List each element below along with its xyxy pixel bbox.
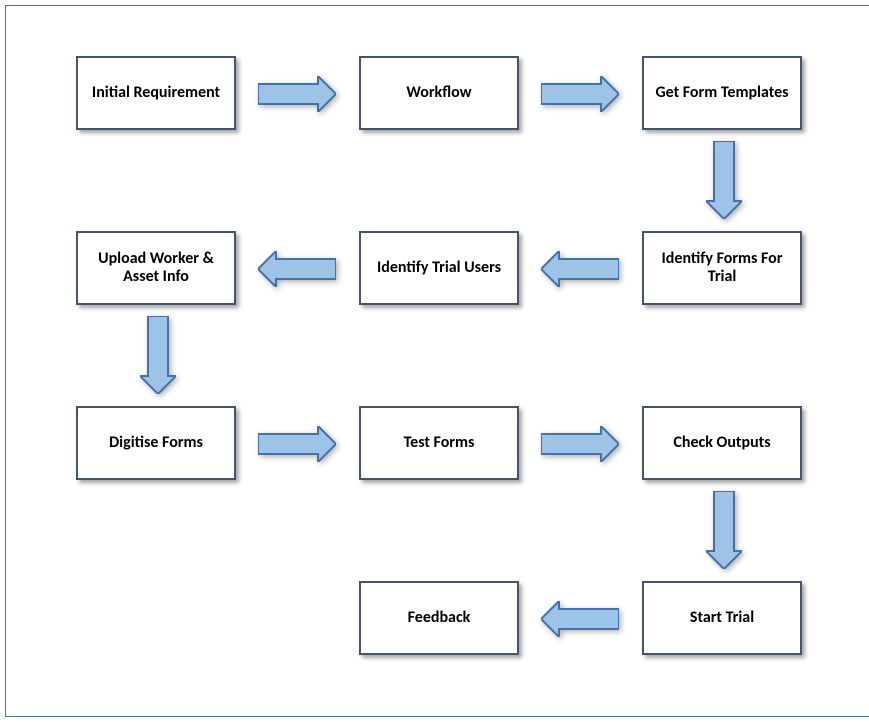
flowchart-canvas: Initial Requirement Workflow Get Form Temp…	[5, 5, 869, 717]
node-label: Check Outputs	[673, 434, 770, 452]
node-testforms: Test Forms	[359, 406, 519, 480]
arrow-testforms-to-checkout	[541, 426, 619, 462]
node-label: Start Trial	[690, 609, 754, 627]
node-upload: Upload Worker & Asset Info	[76, 231, 236, 305]
node-label: Initial Requirement	[92, 84, 220, 102]
node-start: Start Trial	[642, 581, 802, 655]
node-digitise: Digitise Forms	[76, 406, 236, 480]
node-label: Identify Trial Users	[377, 259, 501, 277]
arrow-start-to-feedback	[541, 601, 619, 637]
arrow-getform-to-idforms	[706, 141, 742, 219]
node-getform: Get Form Templates	[642, 56, 802, 130]
node-workflow: Workflow	[359, 56, 519, 130]
node-label: Workflow	[406, 84, 471, 102]
arrow-idforms-to-idusers	[541, 251, 619, 287]
node-label: Test Forms	[404, 434, 475, 452]
node-idforms: Identify Forms For Trial	[642, 231, 802, 305]
node-initial: Initial Requirement	[76, 56, 236, 130]
arrow-workflow-to-getform	[541, 76, 619, 112]
node-checkout: Check Outputs	[642, 406, 802, 480]
arrow-checkout-to-start	[706, 491, 742, 569]
node-label: Get Form Templates	[655, 84, 788, 102]
arrow-idusers-to-upload	[258, 251, 336, 287]
arrow-digitise-to-testforms	[258, 426, 336, 462]
arrow-upload-to-digitise	[140, 316, 176, 394]
node-label: Feedback	[408, 609, 471, 627]
node-label: Upload Worker & Asset Info	[84, 250, 228, 287]
node-feedback: Feedback	[359, 581, 519, 655]
node-idusers: Identify Trial Users	[359, 231, 519, 305]
arrow-initial-to-workflow	[258, 76, 336, 112]
node-label: Identify Forms For Trial	[650, 250, 794, 287]
node-label: Digitise Forms	[109, 434, 203, 452]
